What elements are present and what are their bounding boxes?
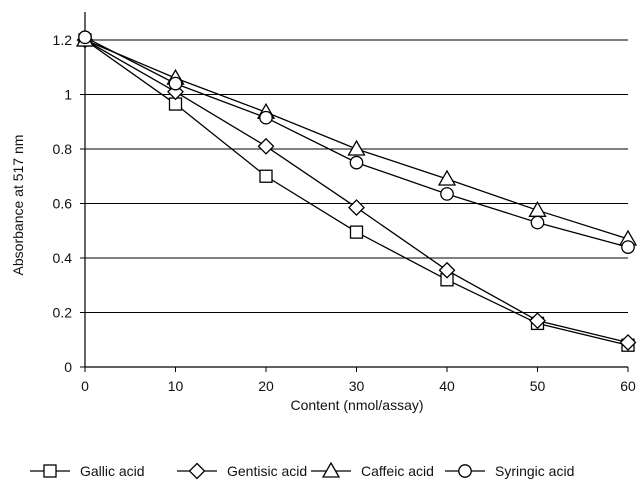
y-tick-label: 0.6	[53, 196, 73, 212]
axes	[80, 12, 629, 372]
data-point	[437, 169, 457, 186]
x-tick-label: 0	[81, 378, 89, 394]
data-point	[348, 199, 365, 217]
x-tick-label: 40	[439, 378, 455, 394]
data-point	[349, 225, 364, 239]
y-tick-label: 0.4	[53, 250, 73, 266]
y-tick-label: 1.2	[53, 32, 73, 48]
legend-marker	[321, 461, 341, 478]
data-point	[530, 215, 545, 230]
x-tick-label: 10	[168, 378, 184, 394]
data-point	[259, 110, 273, 125]
y-tick-label: 0.8	[53, 141, 73, 157]
data-point	[440, 187, 454, 201]
data-point	[257, 137, 275, 155]
x-tick-label: 60	[620, 378, 636, 394]
data-point	[78, 30, 92, 45]
x-tick-label: 30	[349, 378, 365, 394]
data-point	[621, 240, 635, 254]
x-axis-label: Content (nmol/assay)	[290, 397, 423, 413]
series-line	[84, 39, 629, 344]
y-tick-label: 1	[64, 87, 72, 103]
y-tick-label: 0	[64, 359, 72, 375]
data-point	[168, 76, 183, 91]
legend-label: Caffeic acid	[361, 463, 434, 479]
x-tick-label: 20	[258, 378, 274, 394]
data-point	[347, 139, 366, 156]
legend-label: Gallic acid	[80, 463, 145, 479]
legend: Gallic acid Gentisic acid Caffeic acid Syri…	[30, 461, 574, 480]
legend-marker	[458, 464, 472, 478]
legend-label: Gentisic acid	[227, 463, 307, 479]
y-tick-label: 0.2	[53, 305, 73, 321]
data-point	[259, 169, 273, 183]
series-line	[84, 39, 629, 346]
data-point	[438, 261, 456, 279]
y-axis-label: Absorbance at 517 nm	[10, 135, 26, 276]
x-tick-label: 50	[530, 378, 546, 394]
legend-marker	[43, 464, 57, 478]
tick-labels: 0 0.2 0.4 0.6 0.8 1 1.2 0 10 20 30 40 50 60	[53, 32, 636, 394]
data-point	[349, 155, 364, 170]
gridlines	[85, 39, 628, 313]
data-point	[619, 334, 637, 351]
plot-area	[75, 30, 638, 352]
data-point	[528, 201, 547, 217]
legend-label: Syringic acid	[495, 463, 574, 479]
data-point	[529, 312, 546, 330]
legend-marker	[188, 462, 206, 480]
